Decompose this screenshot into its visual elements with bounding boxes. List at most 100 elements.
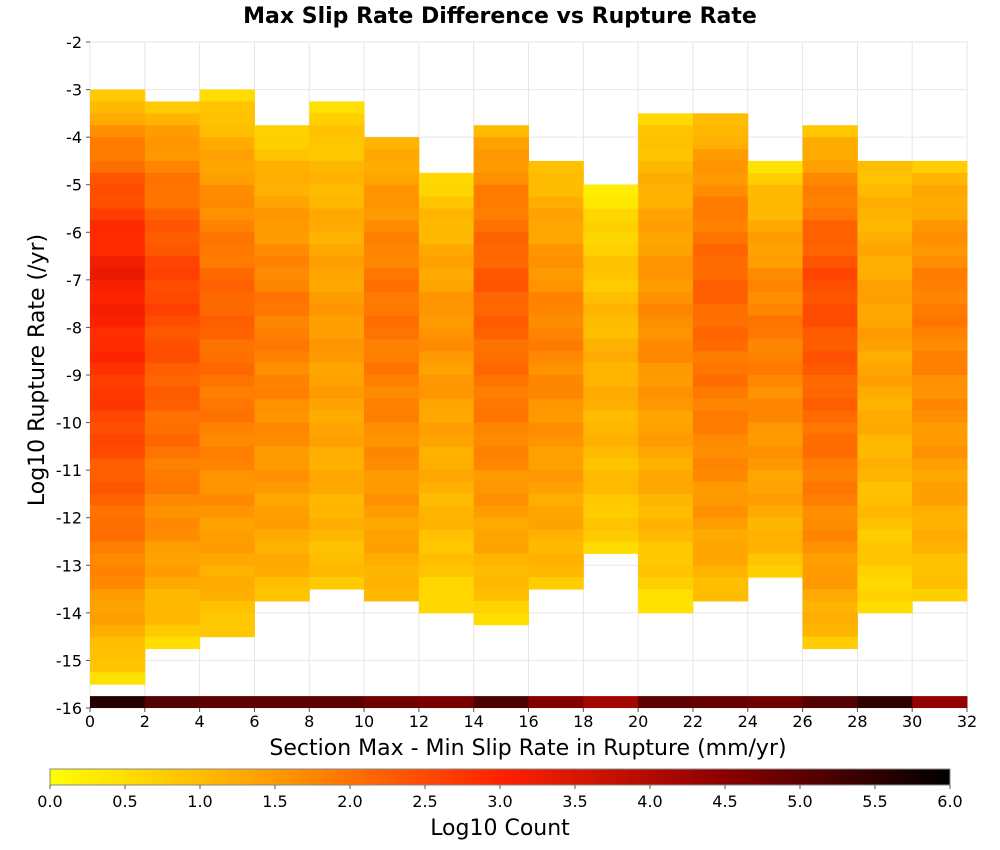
heatmap-cell	[528, 220, 584, 233]
heatmap-cell	[418, 553, 475, 566]
heatmap-cell	[199, 267, 255, 281]
y-tick-label: -13	[56, 556, 82, 575]
heatmap-cell	[473, 553, 529, 566]
heatmap-cell	[638, 577, 694, 590]
heatmap-cell	[254, 149, 310, 162]
heatmap-cell	[254, 351, 310, 364]
heatmap-cell	[638, 398, 694, 412]
heatmap-cell	[747, 422, 804, 435]
heatmap-cell	[857, 327, 913, 340]
heatmap-cell	[309, 339, 365, 352]
heatmap-cell	[583, 351, 639, 364]
heatmap-cell	[364, 291, 420, 305]
heatmap-cell	[583, 529, 639, 542]
heatmap-cell	[857, 279, 913, 293]
heatmap-cell	[254, 517, 310, 531]
heatmap-cell	[857, 291, 913, 305]
heatmap-cell	[692, 291, 749, 305]
heatmap-cell	[857, 363, 913, 376]
heatmap-cell	[528, 577, 584, 590]
colorbar-tick-label: 1.5	[262, 792, 287, 811]
heatmap-cell	[309, 446, 365, 459]
heatmap-cell	[692, 470, 749, 483]
heatmap-cell	[638, 172, 694, 186]
heatmap-cell	[802, 470, 858, 483]
heatmap-cell	[309, 505, 365, 519]
heatmap-cell	[583, 279, 639, 293]
heatmap-cell	[912, 398, 968, 412]
x-tick-label: 20	[628, 712, 648, 731]
heatmap-cell	[418, 565, 475, 578]
heatmap-cell	[473, 600, 529, 614]
heatmap-cell	[583, 434, 639, 447]
y-tick-label: -6	[66, 223, 82, 242]
heatmap-cell	[144, 232, 201, 245]
colorbar	[49, 768, 951, 786]
heatmap-cell	[638, 184, 694, 198]
heatmap-cell	[583, 493, 639, 507]
heatmap-cell	[418, 267, 475, 281]
heatmap-cell	[583, 446, 639, 459]
heatmap-cell	[199, 196, 255, 209]
heatmap-cell	[802, 458, 858, 471]
heatmap-cell	[418, 422, 475, 435]
heatmap-cell	[144, 636, 201, 650]
heatmap-cell	[912, 351, 968, 364]
heatmap-cell	[583, 244, 639, 257]
heatmap-cell	[528, 291, 584, 305]
heatmap-cell	[199, 363, 255, 376]
heatmap-cell	[638, 529, 694, 542]
heatmap-cell	[90, 375, 146, 388]
heatmap-cell	[199, 101, 255, 114]
heatmap-cell	[199, 505, 255, 519]
heatmap-cell	[473, 470, 529, 483]
heatmap-cell	[254, 446, 310, 459]
heatmap-cell	[364, 196, 420, 209]
heatmap-cell	[912, 422, 968, 435]
heatmap-cell	[583, 422, 639, 435]
heatmap-cell	[254, 244, 310, 257]
heatmap-cell	[144, 351, 201, 364]
heatmap-cell	[199, 125, 255, 138]
heatmap-cell	[528, 267, 584, 281]
heatmap-cell	[199, 386, 255, 400]
heatmap-cell	[90, 517, 146, 531]
heatmap-cell	[254, 470, 310, 483]
heatmap-cell	[692, 160, 749, 174]
heatmap-cell	[802, 160, 858, 174]
heatmap-cell	[364, 577, 420, 590]
summary-strip-cell	[144, 696, 201, 708]
heatmap-cell	[747, 386, 804, 400]
heatmap-cell	[802, 482, 858, 495]
heatmap-cell	[692, 208, 749, 221]
heatmap-cell	[418, 410, 475, 424]
heatmap-cell	[199, 446, 255, 459]
heatmap-cell	[90, 470, 146, 483]
heatmap-cell	[90, 279, 146, 293]
heatmap-cell	[199, 303, 255, 317]
heatmap-cell	[254, 529, 310, 542]
heatmap-cell	[309, 517, 365, 531]
heatmap-cell	[254, 196, 310, 209]
colorbar-tick-label: 6.0	[937, 792, 962, 811]
heatmap-cell	[638, 410, 694, 424]
heatmap-cell	[912, 220, 968, 233]
heatmap-cell	[473, 375, 529, 388]
heatmap-cell	[254, 589, 310, 602]
heatmap-cell	[747, 351, 804, 364]
heatmap-cell	[638, 351, 694, 364]
heatmap-cell	[254, 125, 310, 138]
heatmap-cell	[802, 267, 858, 281]
heatmap-cell	[144, 529, 201, 542]
heatmap-cell	[802, 232, 858, 245]
heatmap-cell	[144, 422, 201, 435]
heatmap-cell	[144, 482, 201, 495]
heatmap-cell	[802, 600, 858, 614]
summary-strip	[90, 696, 968, 708]
heatmap-cell	[364, 327, 420, 340]
heatmap-cell	[912, 256, 968, 269]
heatmap-cell	[199, 232, 255, 245]
heatmap-cell	[692, 422, 749, 435]
heatmap-cell	[364, 256, 420, 269]
heatmap-cell	[692, 482, 749, 495]
